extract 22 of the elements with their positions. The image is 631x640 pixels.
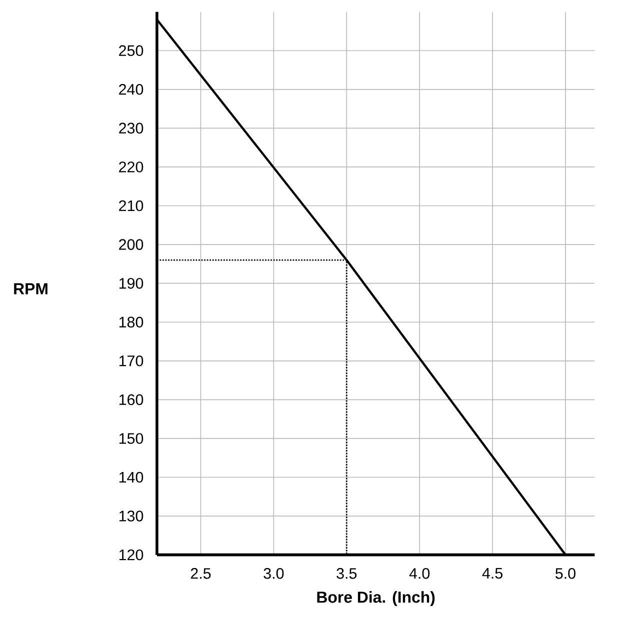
y-tick-label: 210 <box>119 200 144 212</box>
y-tick-label: 170 <box>119 356 144 366</box>
y-tick-label: 190 <box>119 278 144 289</box>
x-tick-label: 2.5 <box>190 568 211 579</box>
y-tick-label: 240 <box>119 84 144 95</box>
y-tick-label: 120 <box>119 549 144 560</box>
y-tick-label: 150 <box>119 433 144 444</box>
x-tick-label: 5.0 <box>556 568 576 579</box>
x-tick-label: 4.0 <box>409 568 430 579</box>
y-tick-label: 220 <box>119 162 144 172</box>
y-tick-label: 250 <box>119 45 144 56</box>
x-axis-title: Bore Dia. (Inch) <box>317 591 435 606</box>
x-tick-label: 3.5 <box>336 568 357 579</box>
y-tick-label: 140 <box>119 472 144 483</box>
y-tick-label: 130 <box>119 510 144 522</box>
x-tick-label: 3.0 <box>264 568 284 579</box>
y-tick-label: 160 <box>119 394 144 406</box>
y-axis-title: RPM <box>14 283 48 294</box>
y-tick-label: 230 <box>119 122 144 134</box>
y-tick-label: 200 <box>119 239 144 250</box>
x-tick-label: 4.5 <box>482 568 502 579</box>
y-tick-label: 180 <box>119 316 144 328</box>
